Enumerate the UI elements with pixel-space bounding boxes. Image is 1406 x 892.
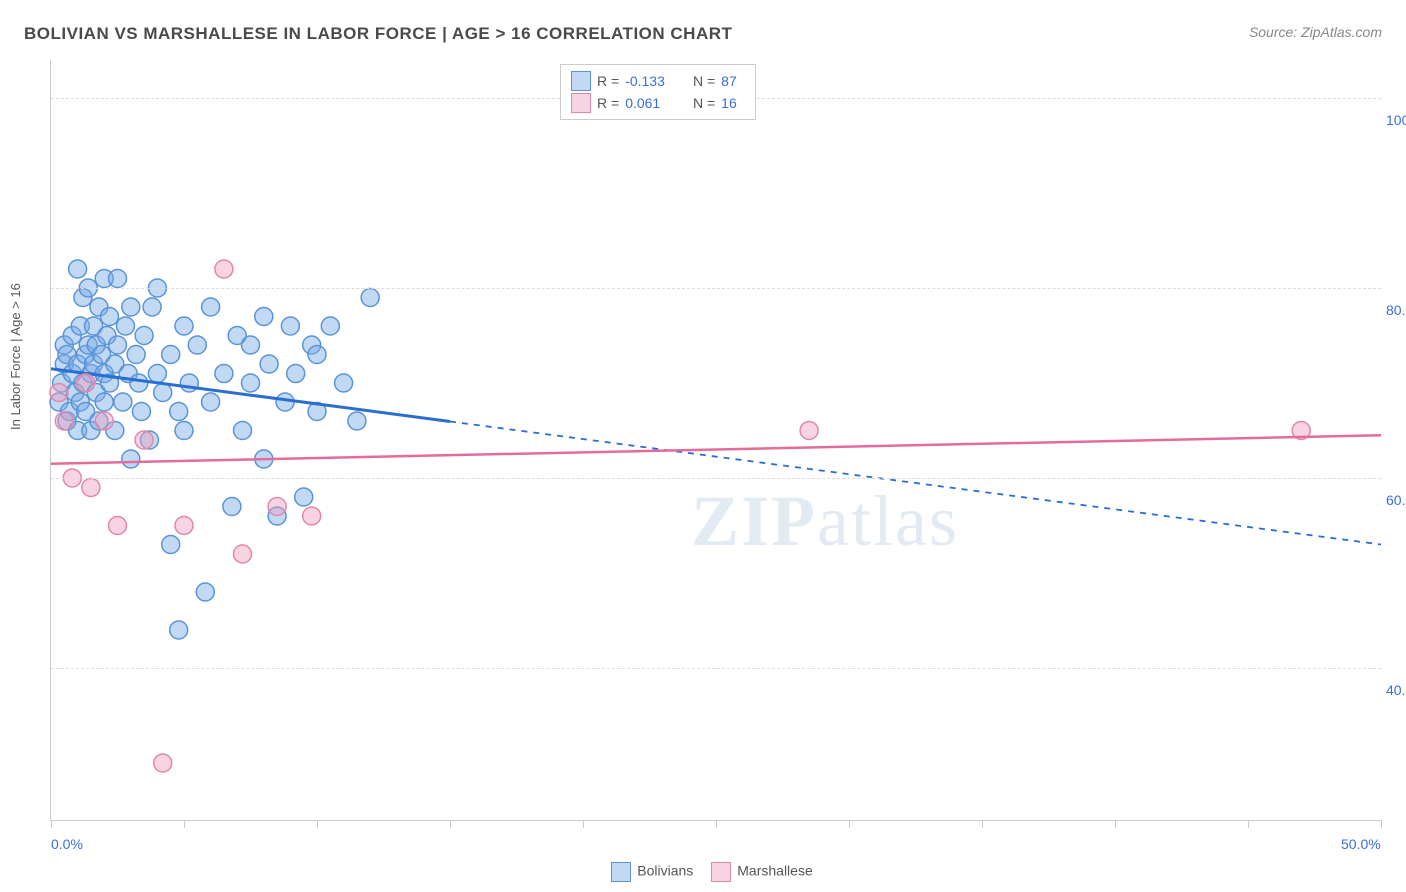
data-point [69, 260, 87, 278]
gridline [51, 668, 1381, 669]
data-point [109, 270, 127, 288]
y-tick-label: 40.0% [1386, 682, 1406, 698]
data-point [50, 384, 68, 402]
data-point [202, 298, 220, 316]
data-point [287, 365, 305, 383]
y-tick-label: 60.0% [1386, 492, 1406, 508]
data-point [77, 374, 95, 392]
x-tick [583, 820, 584, 828]
data-point [170, 621, 188, 639]
data-point [114, 393, 132, 411]
data-point [268, 498, 286, 516]
legend-correlation: R = -0.133 N = 87R = 0.061 N = 16 [560, 64, 756, 120]
watermark: ZIPatlas [691, 480, 959, 563]
data-point [196, 583, 214, 601]
data-point [95, 393, 113, 411]
data-point [162, 346, 180, 364]
data-point [361, 289, 379, 307]
x-tick-label: 0.0% [51, 836, 83, 852]
legend-label: Marshallese [737, 863, 812, 879]
x-tick [982, 820, 983, 828]
x-tick [51, 820, 52, 828]
data-point [109, 336, 127, 354]
data-point [95, 412, 113, 430]
watermark-bold: ZIP [691, 481, 817, 561]
data-point [234, 545, 252, 563]
x-tick [1115, 820, 1116, 828]
x-tick [1248, 820, 1249, 828]
data-point [162, 536, 180, 554]
x-tick [317, 820, 318, 828]
data-point [132, 403, 150, 421]
data-point [175, 517, 193, 535]
data-point [55, 412, 73, 430]
data-point [82, 479, 100, 497]
legend-series: Bolivians Marshallese [0, 862, 1406, 882]
gridline [51, 478, 1381, 479]
data-point [116, 317, 134, 335]
watermark-rest: atlas [817, 481, 959, 561]
data-point [202, 393, 220, 411]
data-point [242, 336, 260, 354]
legend-label: Bolivians [637, 863, 693, 879]
data-point [281, 317, 299, 335]
y-tick-label: 100.0% [1386, 112, 1406, 128]
data-point [215, 260, 233, 278]
y-axis-title: In Labor Force | Age > 16 [8, 283, 23, 430]
trend-line [51, 435, 1381, 464]
x-tick [849, 820, 850, 828]
data-point [308, 346, 326, 364]
chart-svg [51, 60, 1381, 820]
data-point [135, 327, 153, 345]
data-point [148, 365, 166, 383]
data-point [154, 384, 172, 402]
data-point [234, 422, 252, 440]
data-point [109, 517, 127, 535]
data-point [260, 355, 278, 373]
legend-swatch [611, 862, 631, 882]
x-tick [716, 820, 717, 828]
legend-swatch [571, 93, 591, 113]
source-label: Source: ZipAtlas.com [1249, 24, 1382, 40]
legend-swatch [571, 71, 591, 91]
data-point [188, 336, 206, 354]
y-tick-label: 80.0% [1386, 302, 1406, 318]
chart-title: BOLIVIAN VS MARSHALLESE IN LABOR FORCE |… [24, 24, 732, 44]
data-point [175, 317, 193, 335]
data-point [242, 374, 260, 392]
data-point [255, 308, 273, 326]
data-point [101, 308, 119, 326]
gridline [51, 288, 1381, 289]
legend-row: R = 0.061 N = 16 [571, 92, 745, 114]
x-tick-label: 50.0% [1341, 836, 1381, 852]
data-point [303, 507, 321, 525]
data-point [335, 374, 353, 392]
data-point [154, 754, 172, 772]
data-point [175, 422, 193, 440]
x-tick [184, 820, 185, 828]
legend-row: R = -0.133 N = 87 [571, 70, 745, 92]
data-point [143, 298, 161, 316]
data-point [215, 365, 233, 383]
legend-swatch [711, 862, 731, 882]
data-point [223, 498, 241, 516]
data-point [321, 317, 339, 335]
data-point [800, 422, 818, 440]
data-point [122, 450, 140, 468]
data-point [170, 403, 188, 421]
data-point [122, 298, 140, 316]
x-tick [1381, 820, 1382, 828]
plot-area: ZIPatlas 40.0%60.0%80.0%100.0%0.0%50.0% [50, 60, 1381, 821]
data-point [127, 346, 145, 364]
x-tick [450, 820, 451, 828]
data-point [295, 488, 313, 506]
data-point [348, 412, 366, 430]
data-point [130, 374, 148, 392]
data-point [135, 431, 153, 449]
